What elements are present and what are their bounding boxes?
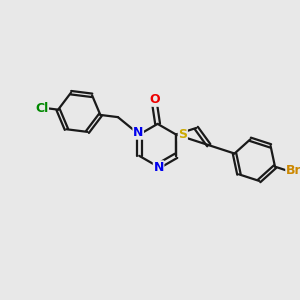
- Text: N: N: [153, 161, 164, 174]
- Text: S: S: [178, 128, 187, 141]
- Text: N: N: [133, 126, 143, 139]
- Text: Cl: Cl: [35, 102, 48, 115]
- Text: O: O: [149, 93, 160, 106]
- Text: Br: Br: [286, 164, 300, 177]
